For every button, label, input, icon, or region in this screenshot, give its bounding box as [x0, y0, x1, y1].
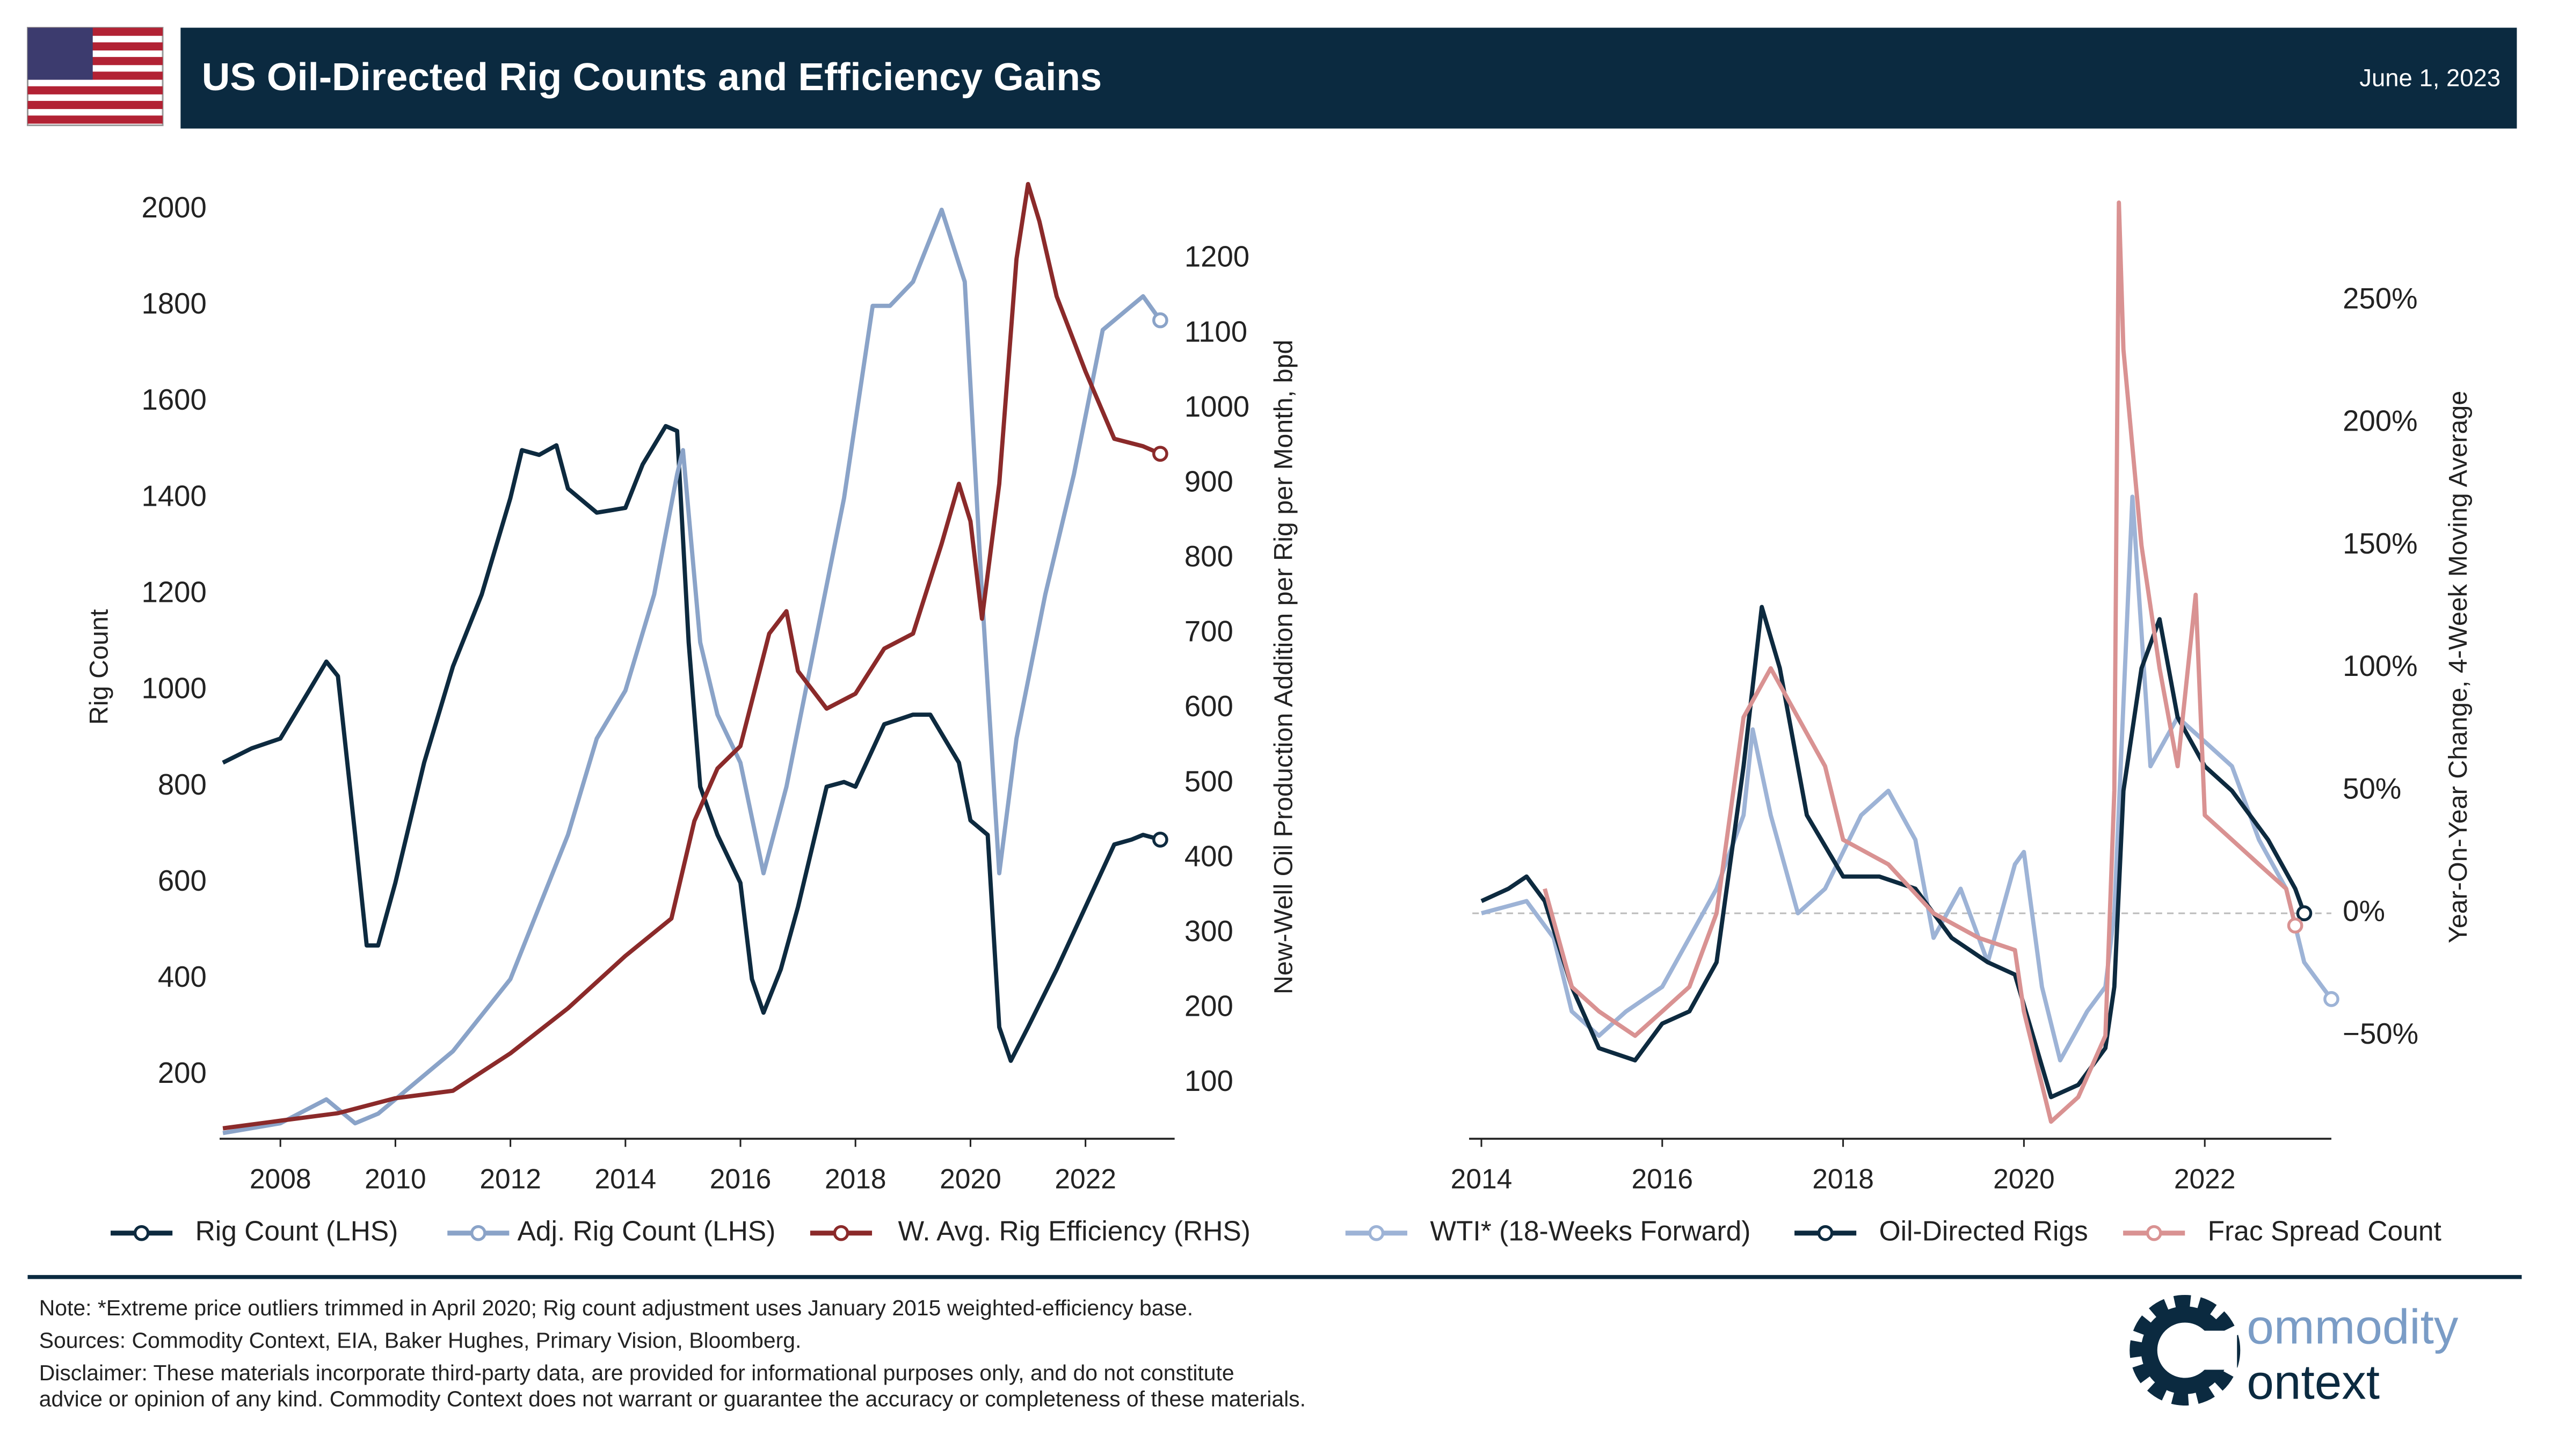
y-tick-label: 600 [158, 864, 207, 897]
y2-tick-label: −50% [2343, 1017, 2418, 1050]
x-tick-label: 2010 [365, 1163, 426, 1194]
x-tick-label: 2020 [940, 1163, 1001, 1194]
y2-tick-label: 100% [2343, 650, 2417, 682]
y2-tick-label: 200% [2343, 405, 2417, 438]
y2-tick-label: 50% [2343, 772, 2401, 805]
end-marker [2287, 918, 2303, 934]
y2-tick-label: 900 [1184, 465, 1233, 498]
legend-label: W. Avg. Rig Efficiency (RHS) [898, 1215, 1251, 1246]
legend-label: WTI* (18-Weeks Forward) [1430, 1215, 1750, 1246]
x-tick-label: 2014 [1451, 1163, 1513, 1194]
y2-tick-label: 600 [1184, 690, 1233, 723]
disclaimer: advice or opinion of any kind. Commodity… [39, 1387, 1306, 1411]
end-marker [1152, 446, 1168, 462]
y2-tick-label: 100 [1184, 1065, 1233, 1097]
legend-marker [470, 1225, 486, 1241]
y-tick-label: 400 [158, 960, 207, 993]
series-line [1480, 605, 2307, 1100]
x-tick-label: 2018 [1812, 1163, 1874, 1194]
series-line [1481, 494, 2334, 1062]
x-tick-label: 2020 [1993, 1163, 2055, 1194]
header-band [180, 27, 2517, 129]
y-tick-label: 1800 [142, 287, 207, 320]
legend-marker [2146, 1225, 2162, 1241]
y2-axis-label: New-Well Oil Production Addition per Rig… [1269, 340, 1298, 995]
y-tick-label: 1400 [142, 479, 207, 512]
y2-tick-label: 150% [2343, 527, 2417, 560]
y-axis-label: Rig Count [85, 609, 114, 725]
x-tick-label: 2018 [825, 1163, 886, 1194]
y2-tick-label: 700 [1184, 615, 1233, 648]
footnote: Note: *Extreme price outliers trimmed in… [39, 1295, 1193, 1320]
y2-tick-label: 400 [1184, 840, 1233, 872]
legend-label: Adj. Rig Count (LHS) [518, 1215, 776, 1246]
y-tick-label: 1000 [142, 672, 207, 705]
y2-tick-label: 500 [1184, 765, 1233, 798]
y-tick-label: 200 [158, 1057, 207, 1089]
flag [26, 27, 164, 126]
x-tick-label: 2014 [595, 1163, 657, 1194]
end-marker [2296, 905, 2313, 921]
y2-tick-label: 300 [1184, 915, 1233, 948]
y2-tick-label: 1000 [1184, 390, 1249, 423]
y-tick-label: 800 [158, 768, 207, 801]
series-line [222, 424, 1161, 1063]
legend-label: Rig Count (LHS) [195, 1215, 398, 1246]
disclaimer: Disclaimer: These materials incorporate … [39, 1360, 1234, 1385]
y-tick-label: 1200 [142, 576, 207, 609]
y-tick-label: 1600 [142, 383, 207, 416]
legend-label: Oil-Directed Rigs [1879, 1215, 2088, 1246]
series-line [1543, 200, 2298, 1124]
x-tick-label: 2012 [479, 1163, 541, 1194]
end-marker [2323, 991, 2339, 1007]
x-tick-label: 2016 [710, 1163, 772, 1194]
logo-gear [2130, 1294, 2241, 1406]
series-line [222, 181, 1161, 1131]
y2-tick-label: 200 [1184, 990, 1233, 1023]
y2-tick-label: 800 [1184, 540, 1233, 573]
date: June 1, 2023 [2359, 64, 2501, 92]
end-marker [1152, 832, 1168, 848]
legend-marker [833, 1225, 849, 1241]
legend-marker [1368, 1225, 1385, 1241]
legend-marker [1817, 1225, 1834, 1241]
logo-text: ontext [2247, 1356, 2380, 1410]
y2-tick-label: 1100 [1184, 315, 1247, 348]
title: US Oil-Directed Rig Counts and Efficienc… [202, 55, 1102, 99]
series-line [222, 207, 1162, 1135]
x-tick-label: 2022 [1055, 1163, 1116, 1194]
x-tick-label: 2016 [1631, 1163, 1693, 1194]
end-marker [1152, 312, 1168, 329]
y2-tick-label: 0% [2343, 895, 2385, 928]
legend-label: Frac Spread Count [2208, 1215, 2441, 1246]
logo-text: ommodity [2247, 1300, 2458, 1355]
x-tick-label: 2022 [2174, 1163, 2236, 1194]
y2-tick-label: 1200 [1184, 241, 1249, 273]
legend-marker [133, 1225, 150, 1241]
x-tick-label: 2008 [250, 1163, 311, 1194]
y-tick-label: 2000 [142, 191, 207, 224]
sources: Sources: Commodity Context, EIA, Baker H… [39, 1328, 802, 1353]
y2-tick-label: 250% [2343, 282, 2417, 315]
y2-axis-label: Year-On-Year Change, 4-Week Moving Avera… [2444, 391, 2473, 943]
